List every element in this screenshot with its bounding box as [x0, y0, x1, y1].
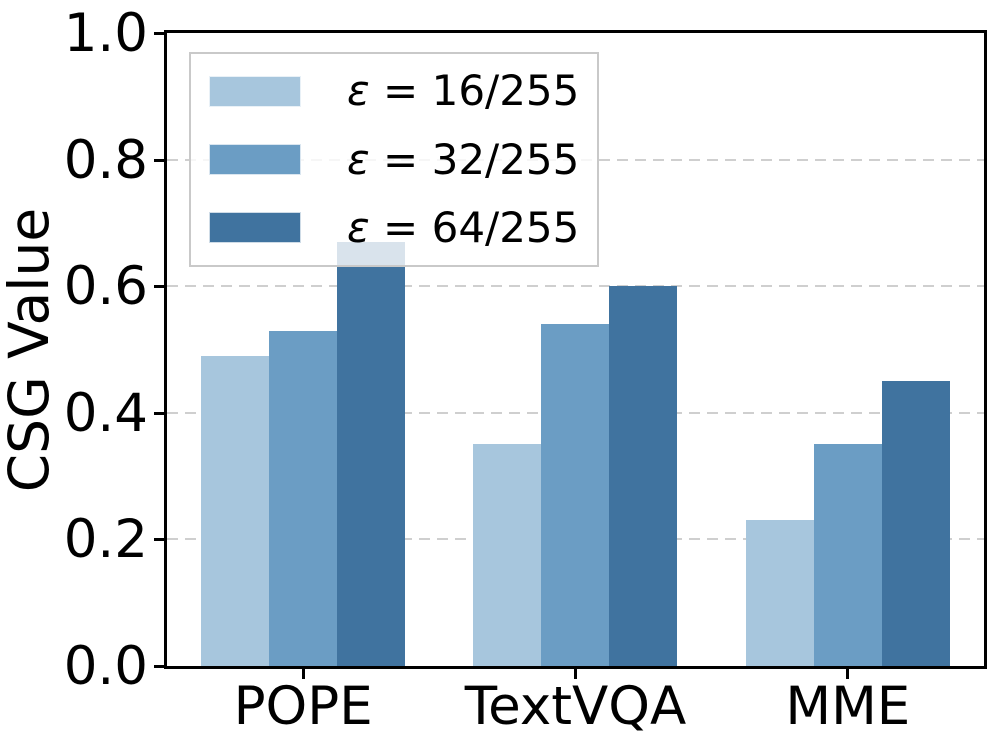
legend: ε = 16/255 ε = 32/255 ε = 64/255	[189, 52, 599, 267]
legend-item-16-255: ε = 16/255	[191, 60, 597, 122]
y-tick-mark-1.0	[154, 31, 164, 35]
bar-textvqa-64-255	[609, 286, 677, 666]
bar-pope-64-255	[337, 242, 405, 666]
bar-textvqa-16-255	[473, 444, 541, 666]
y-tick-label-0.4: 0.4	[63, 382, 148, 444]
legend-label: ε = 16/255	[347, 66, 580, 116]
x-tick-label-mme: MME	[785, 676, 911, 737]
bar-mme-32-255	[814, 444, 882, 666]
legend-swatch-icon	[209, 144, 301, 175]
x-tick-mark-mme	[846, 669, 850, 679]
bar-mme-16-255	[746, 520, 814, 666]
x-tick-label-pope: POPE	[233, 676, 373, 737]
legend-label: ε = 64/255	[347, 202, 580, 252]
gridline-0.6	[167, 285, 984, 287]
legend-item-64-255: ε = 64/255	[191, 197, 597, 259]
x-tick-mark-textvqa	[574, 669, 577, 679]
bar-mme-64-255	[882, 381, 950, 666]
y-tick-label-1.0: 1.0	[63, 2, 148, 64]
bar-pope-32-255	[269, 331, 337, 666]
y-tick-label-0.2: 0.2	[63, 508, 148, 570]
legend-swatch-icon	[209, 212, 301, 244]
bar-pope-16-255	[201, 356, 269, 666]
y-tick-mark-0.6	[154, 284, 164, 288]
legend-label: ε = 32/255	[347, 134, 580, 184]
plot-area: ε = 16/255 ε = 32/255 ε = 64/255	[164, 30, 987, 669]
y-tick-mark-0.2	[154, 537, 164, 541]
y-tick-label-0.6: 0.6	[63, 255, 148, 317]
y-tick-label-0.0: 0.0	[63, 635, 148, 697]
y-tick-mark-0.4	[154, 411, 164, 415]
x-tick-mark-pope	[301, 669, 305, 679]
y-tick-mark-0.8	[154, 158, 164, 162]
y-tick-mark-0.0	[154, 664, 164, 668]
legend-swatch-icon	[209, 75, 301, 107]
y-tick-label-0.8: 0.8	[63, 129, 148, 191]
legend-item-32-255: ε = 32/255	[191, 129, 597, 191]
x-tick-label-textvqa: TextVQA	[464, 676, 687, 737]
bar-textvqa-32-255	[541, 324, 609, 666]
